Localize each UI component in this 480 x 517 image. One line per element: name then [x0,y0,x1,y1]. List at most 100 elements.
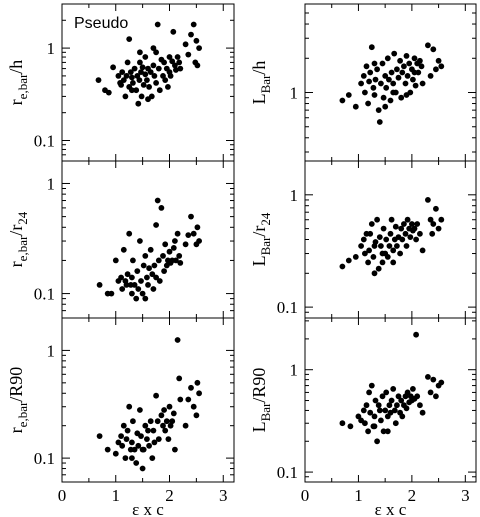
data-point [371,270,378,277]
data-point [339,420,346,427]
data-point [378,243,384,249]
data-point [138,433,144,439]
y-tick-label: 1 [290,84,299,103]
data-point [166,248,173,255]
y-tick-label: 0.1 [34,285,55,304]
data-point [129,74,135,81]
x-tick-label: 2 [165,486,174,505]
data-point [371,60,378,67]
data-point [135,286,142,292]
y-tick-label: 1 [290,361,299,380]
data-point [411,69,418,76]
data-point [411,225,418,232]
panels-layer: 0.11re,bar/hPseudo1LBar/h0.11re,bar/r240… [6,3,477,517]
data-point [129,87,135,94]
data-point [153,392,160,399]
panel-top-right: 1 LBar/h [249,3,477,162]
data-point [150,62,157,69]
data-point [182,241,189,248]
data-point [363,63,370,70]
y-axis-label: re,bar/h [6,60,30,106]
y-axis-label: LBar/h [249,61,273,105]
y-axis-label: re,bar/R90 [6,367,30,434]
data-point [376,407,383,414]
data-point [371,92,378,98]
data-point [384,428,391,435]
data-point [417,230,423,237]
y-label-main: L [249,421,269,432]
data-point [170,28,177,35]
data-point [149,455,156,461]
data-point [419,409,426,416]
y-label-sub: Bar [258,402,273,421]
data-point [123,436,130,442]
data-point [394,402,400,409]
data-point [386,402,393,409]
data-point [375,402,382,409]
data-point [115,73,122,79]
data-point [388,216,395,223]
data-point [391,50,398,57]
data-point [131,65,138,72]
y-label-tail: /h [6,60,26,74]
data-point [383,389,390,396]
data-point [427,389,434,396]
data-point [386,243,393,249]
y-tick-label: 1 [47,341,56,360]
data-point [122,455,129,461]
data-point [368,221,375,227]
data-point [398,94,405,101]
data-point [388,397,395,404]
data-point [174,230,181,237]
data-point [397,250,403,257]
data-point [382,103,389,110]
data-point [383,236,390,243]
data-point [370,84,377,91]
y-tick-label: 1 [290,186,299,205]
data-point [118,82,124,88]
plot-frame [61,317,235,483]
data-point [194,224,201,231]
data-point [365,100,371,107]
data-point [142,253,149,259]
data-point [425,42,431,49]
x-tick-label: 1 [112,486,121,505]
data-point [144,274,150,281]
data-point [366,78,372,85]
data-point [169,418,176,425]
data-point [196,390,203,397]
y-axis-label: LBar/R90 [249,368,273,433]
data-point [155,65,162,72]
data-point [182,41,189,48]
data-point [174,54,181,60]
x-axis-label: ε x c [132,500,164,517]
data-point [402,80,409,87]
data-point [130,418,136,425]
data-point [163,418,170,425]
data-point [376,119,383,125]
data-point [96,433,103,439]
data-point [367,409,374,416]
y-label-tail: /r [249,226,269,237]
data-point [376,234,383,241]
data-point [379,259,386,266]
y-label-sub: Bar [258,236,273,255]
data-point [390,386,397,392]
data-point [352,103,359,110]
data-point [146,442,153,449]
data-point [371,243,378,249]
data-point [170,410,177,417]
y-tick-label: 0.1 [34,449,55,468]
y-tick-label: 1 [47,174,56,193]
data-point [411,55,418,62]
data-point [427,216,434,223]
data-point [397,57,403,64]
data-point [403,92,410,98]
data-point [417,57,423,64]
data-point [402,230,409,237]
data-point [360,73,367,79]
x-axis-label: ε x c [375,500,407,517]
data-point [365,428,371,435]
y-label-main: L [249,255,269,266]
data-point [138,69,144,75]
